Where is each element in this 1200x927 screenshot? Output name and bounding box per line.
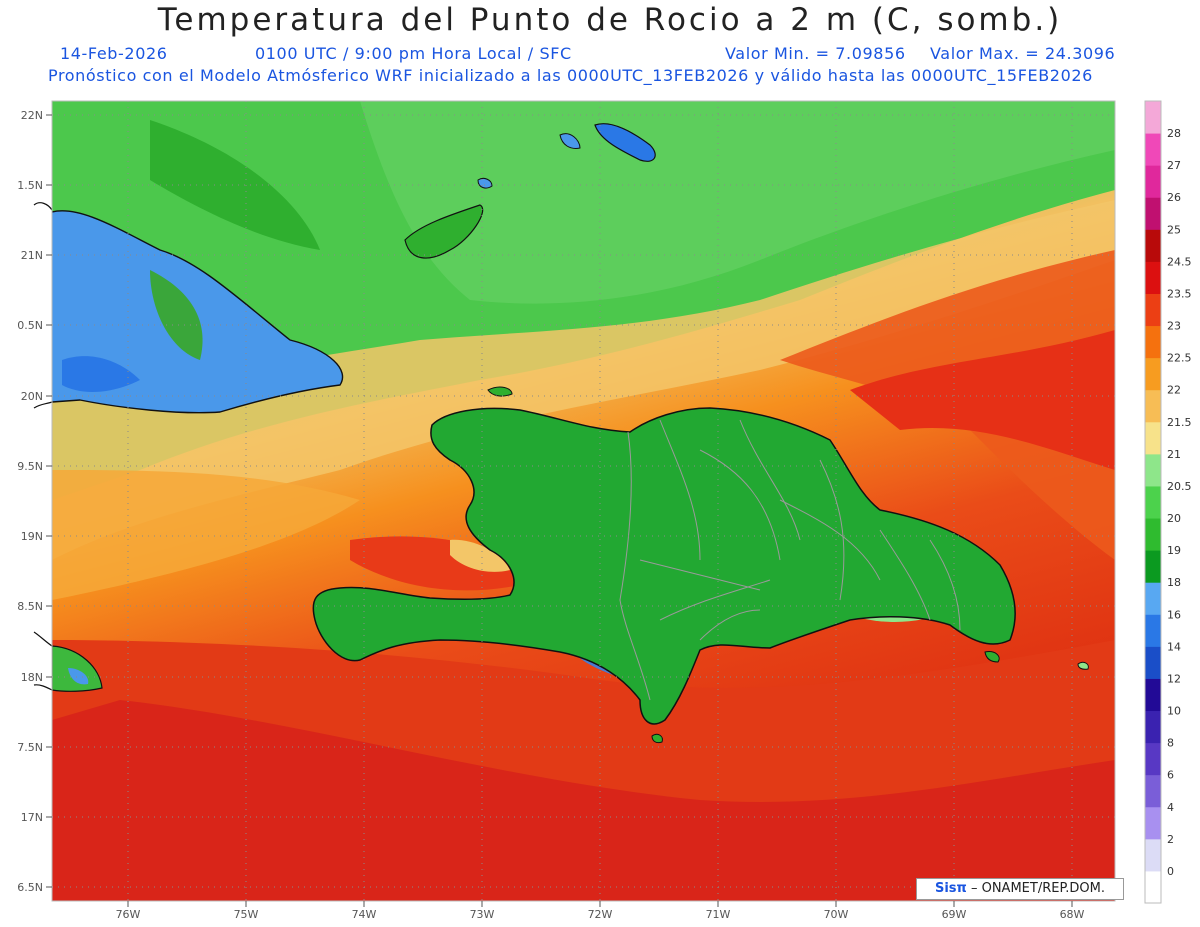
map-field — [52, 101, 1115, 901]
colorbar-swatch — [1145, 646, 1161, 679]
colorbar-label: 21.5 — [1167, 416, 1192, 429]
lat-label: 9.5N — [17, 460, 43, 473]
colorbar-swatch — [1145, 870, 1161, 904]
colorbar-label: 4 — [1167, 801, 1174, 814]
lon-label: 75W — [234, 908, 259, 921]
cuba-landmass — [52, 210, 343, 413]
colorbar-swatch — [1145, 261, 1161, 294]
colorbar-swatch — [1145, 710, 1161, 744]
lon-label: 68W — [1060, 908, 1085, 921]
lon-label: 69W — [942, 908, 967, 921]
colorbar-swatch — [1145, 293, 1161, 327]
map-title: Temperatura del Punto de Rocio a 2 m (C,… — [157, 2, 1063, 38]
lat-label: 17N — [21, 811, 43, 824]
colorbar-swatch — [1145, 229, 1161, 262]
lat-label: 20N — [21, 390, 43, 403]
colorbar-label: 22.5 — [1167, 352, 1192, 365]
lat-label: 19N — [21, 530, 43, 543]
lon-label: 71W — [706, 908, 731, 921]
lon-label: 73W — [470, 908, 495, 921]
colorbar-swatch — [1145, 550, 1161, 583]
colorbar-label: 23.5 — [1167, 287, 1192, 300]
colorbar-label: 21 — [1167, 448, 1181, 461]
model-info: Pronóstico con el Modelo Atmósferico WRF… — [48, 66, 1093, 85]
colorbar-label: 16 — [1167, 608, 1181, 621]
colorbar-swatch — [1145, 197, 1161, 230]
colorbar-swatch — [1145, 838, 1161, 872]
colorbar-swatch — [1145, 485, 1161, 519]
max-value: Valor Max. = 24.3096 — [930, 44, 1116, 63]
colorbar-label: 24.5 — [1167, 255, 1192, 268]
jamaica-landmass — [52, 645, 103, 692]
lat-label: 18N — [21, 671, 43, 684]
colorbar-swatch — [1145, 165, 1161, 198]
colorbar-swatch — [1145, 389, 1161, 423]
lat-label: 1.5N — [17, 179, 43, 192]
colorbar-label: 0 — [1167, 865, 1174, 878]
colorbar-swatch — [1145, 678, 1161, 712]
colorbar-label: 6 — [1167, 769, 1174, 782]
colorbar-label: 27 — [1167, 159, 1181, 172]
colorbar-label: 25 — [1167, 223, 1181, 236]
colorbar-label: 10 — [1167, 705, 1181, 718]
sispi-logo: Sisπ — [934, 881, 967, 896]
lon-label: 74W — [352, 908, 377, 921]
colorbar-swatch — [1145, 582, 1161, 615]
colorbar — [1144, 100, 1162, 904]
colorbar-swatch — [1145, 742, 1161, 776]
lat-label: 6.5N — [17, 881, 43, 894]
map-frame — [51, 100, 1116, 902]
colorbar-swatch — [1145, 325, 1161, 359]
colorbar-label: 20.5 — [1167, 480, 1192, 493]
lat-label: 8.5N — [17, 600, 43, 613]
min-value: Valor Min. = 7.09856 — [725, 44, 906, 63]
colorbar-swatch — [1145, 614, 1161, 647]
colorbar-labels: 0 2 4 6 8 10 12 14 16 18 19 20 20.5 21 21.5 22 22.5 23 23.… — [1167, 127, 1192, 878]
colorbar-label: 23 — [1167, 320, 1181, 333]
colorbar-swatch — [1145, 774, 1161, 808]
colorbar-label: 28 — [1167, 127, 1181, 140]
colorbar-label: 19 — [1167, 544, 1181, 557]
colorbar-label: 22 — [1167, 384, 1181, 397]
credit-box: Sisπ – ONAMET/REP.DOM. — [916, 878, 1124, 900]
colorbar-label: 14 — [1167, 640, 1181, 653]
great-inagua-island — [404, 204, 484, 259]
colorbar-label: 26 — [1167, 191, 1181, 204]
lat-label: 21N — [21, 249, 43, 262]
colorbar-label: 18 — [1167, 576, 1181, 589]
colorbar-swatch — [1145, 518, 1161, 551]
colorbar-swatch — [1145, 357, 1161, 391]
lat-label: 22N — [21, 109, 43, 122]
lon-label: 70W — [824, 908, 849, 921]
colorbar-label: 20 — [1167, 512, 1181, 525]
credit-text: – ONAMET/REP.DOM. — [970, 881, 1105, 896]
valid-date: 14-Feb-2026 — [60, 44, 168, 63]
lon-label: 76W — [116, 908, 141, 921]
colorbar-label: 8 — [1167, 737, 1174, 750]
lat-label: 0.5N — [17, 319, 43, 332]
valid-time: 0100 UTC / 9:00 pm Hora Local / SFC — [255, 44, 572, 63]
colorbar-swatch — [1145, 101, 1161, 134]
colorbar-swatch — [1145, 806, 1161, 840]
colorbar-swatch — [1145, 133, 1161, 166]
colorbar-swatch — [1145, 453, 1161, 487]
colorbar-swatch — [1145, 421, 1161, 455]
dewpoint-map: 22N 1.5N 21N 0.5N 20N 9.5N 19N 8.5N 18N … — [17, 100, 1192, 921]
lon-label: 72W — [588, 908, 613, 921]
colorbar-label: 12 — [1167, 672, 1181, 685]
lat-label: 7.5N — [17, 741, 43, 754]
colorbar-label: 2 — [1167, 833, 1174, 846]
